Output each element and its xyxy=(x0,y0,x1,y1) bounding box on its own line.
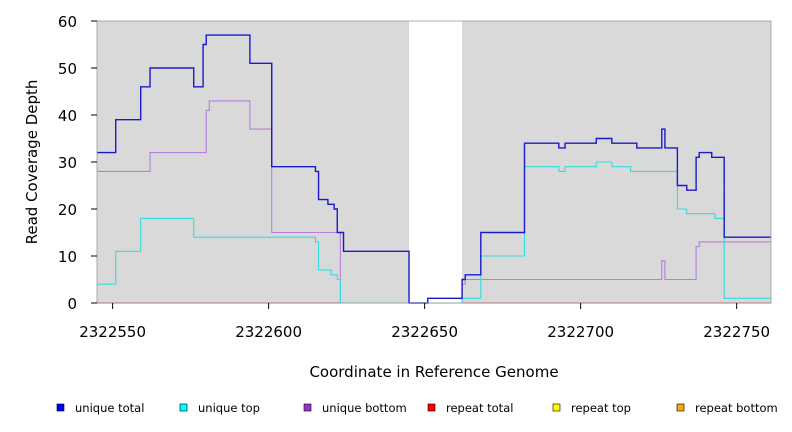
legend-label: unique total xyxy=(75,401,144,415)
y-tick-label: 30 xyxy=(58,154,77,172)
legend-label: repeat bottom xyxy=(695,401,778,415)
legend-swatch-repeat-top xyxy=(552,403,561,412)
x-axis-label: Coordinate in Reference Genome xyxy=(309,363,558,381)
y-tick-label: 60 xyxy=(58,13,77,31)
x-tick-label: 2322700 xyxy=(547,323,614,341)
uncovered-region xyxy=(409,21,463,303)
x-tick-label: 2322750 xyxy=(703,323,770,341)
legend-swatch-unique-total xyxy=(56,403,65,412)
legend-label: unique top xyxy=(198,401,260,415)
x-tick-label: 2322600 xyxy=(235,323,302,341)
legend-label: repeat top xyxy=(571,401,631,415)
legend-label: repeat total xyxy=(446,401,513,415)
legend-swatch-repeat-total xyxy=(427,403,436,412)
legend-swatch-unique-top xyxy=(179,403,188,412)
y-tick-label: 20 xyxy=(58,201,77,219)
y-tick-label: 10 xyxy=(58,248,77,266)
y-axis-label: Read Coverage Depth xyxy=(23,80,41,245)
legend-label: unique bottom xyxy=(322,401,407,415)
y-tick-label: 50 xyxy=(58,60,77,78)
y-tick-label: 40 xyxy=(58,107,77,125)
legend-swatch-unique-bottom xyxy=(303,403,312,412)
x-tick-label: 2322550 xyxy=(79,323,146,341)
series-line-unique-total xyxy=(97,34,771,304)
x-tick-label: 2322650 xyxy=(391,323,458,341)
y-tick-label: 0 xyxy=(67,295,77,313)
legend-swatch-repeat-bottom xyxy=(676,403,685,412)
legend: unique total unique top unique bottom repea… xyxy=(56,401,778,415)
